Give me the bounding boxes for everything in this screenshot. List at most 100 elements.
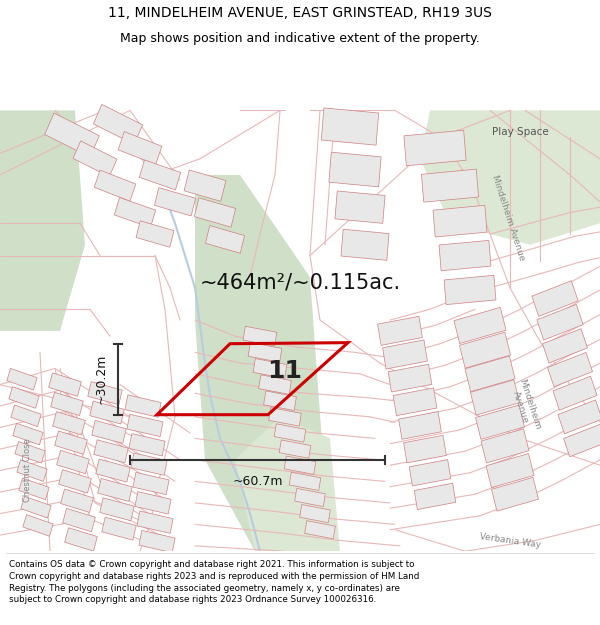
Polygon shape xyxy=(421,169,479,202)
Polygon shape xyxy=(23,514,53,536)
Text: ~464m²/~0.115ac.: ~464m²/~0.115ac. xyxy=(199,272,401,292)
Polygon shape xyxy=(115,198,155,228)
Polygon shape xyxy=(558,400,600,434)
Text: 11, MINDELHEIM AVENUE, EAST GRINSTEAD, RH19 3US: 11, MINDELHEIM AVENUE, EAST GRINSTEAD, R… xyxy=(108,6,492,20)
Polygon shape xyxy=(205,226,245,253)
Polygon shape xyxy=(154,188,196,216)
Polygon shape xyxy=(383,340,427,369)
Polygon shape xyxy=(73,141,117,177)
Polygon shape xyxy=(305,521,335,539)
Polygon shape xyxy=(137,511,173,533)
Polygon shape xyxy=(404,435,446,463)
Polygon shape xyxy=(433,206,487,237)
Polygon shape xyxy=(127,414,163,437)
Polygon shape xyxy=(131,453,167,476)
Polygon shape xyxy=(15,441,45,463)
Polygon shape xyxy=(491,478,538,511)
Polygon shape xyxy=(454,308,506,344)
Polygon shape xyxy=(439,241,491,271)
Polygon shape xyxy=(100,498,134,521)
Polygon shape xyxy=(299,504,331,522)
Polygon shape xyxy=(88,382,122,404)
Polygon shape xyxy=(53,412,85,435)
Text: Mindelheim Avenue: Mindelheim Avenue xyxy=(490,174,526,262)
Polygon shape xyxy=(136,221,174,248)
Text: Map shows position and indicative extent of the property.: Map shows position and indicative extent… xyxy=(120,32,480,45)
Polygon shape xyxy=(9,387,39,408)
Polygon shape xyxy=(94,440,128,462)
Polygon shape xyxy=(62,508,95,532)
Polygon shape xyxy=(11,405,41,426)
Polygon shape xyxy=(563,424,600,457)
Polygon shape xyxy=(481,429,529,463)
Polygon shape xyxy=(235,417,340,551)
Polygon shape xyxy=(118,132,162,164)
Polygon shape xyxy=(94,104,143,144)
Polygon shape xyxy=(55,431,88,454)
Polygon shape xyxy=(129,434,165,456)
Polygon shape xyxy=(7,368,37,390)
Polygon shape xyxy=(13,423,43,445)
Polygon shape xyxy=(486,454,534,488)
Polygon shape xyxy=(414,483,456,509)
Polygon shape xyxy=(50,392,83,416)
Polygon shape xyxy=(542,329,587,363)
Polygon shape xyxy=(537,304,583,340)
Polygon shape xyxy=(195,175,330,551)
Polygon shape xyxy=(139,531,175,552)
Polygon shape xyxy=(444,275,496,304)
Polygon shape xyxy=(263,391,296,411)
Polygon shape xyxy=(92,421,126,443)
Polygon shape xyxy=(420,111,600,245)
Polygon shape xyxy=(269,408,301,426)
Polygon shape xyxy=(102,518,136,540)
Polygon shape xyxy=(274,424,306,442)
Polygon shape xyxy=(44,113,100,158)
Text: ~60.7m: ~60.7m xyxy=(232,475,283,488)
Polygon shape xyxy=(19,478,49,499)
Polygon shape xyxy=(476,405,524,439)
Polygon shape xyxy=(388,364,432,392)
Text: 11: 11 xyxy=(268,359,302,382)
Polygon shape xyxy=(329,152,381,187)
Text: ~30.2m: ~30.2m xyxy=(95,354,108,404)
Polygon shape xyxy=(295,488,325,506)
Polygon shape xyxy=(243,326,277,346)
Polygon shape xyxy=(341,229,389,261)
Text: Play Space: Play Space xyxy=(491,127,548,137)
Polygon shape xyxy=(21,496,51,518)
Polygon shape xyxy=(253,359,287,378)
Polygon shape xyxy=(61,489,94,512)
Polygon shape xyxy=(335,191,385,223)
Polygon shape xyxy=(404,130,466,166)
Polygon shape xyxy=(321,108,379,145)
Polygon shape xyxy=(17,460,47,481)
Polygon shape xyxy=(135,492,171,514)
Polygon shape xyxy=(65,528,97,551)
Text: Contains OS data © Crown copyright and database right 2021. This information is : Contains OS data © Crown copyright and d… xyxy=(9,560,419,604)
Polygon shape xyxy=(377,316,422,346)
Polygon shape xyxy=(98,479,132,501)
Polygon shape xyxy=(49,373,82,396)
Polygon shape xyxy=(133,472,169,494)
Polygon shape xyxy=(90,401,124,424)
Polygon shape xyxy=(532,281,578,316)
Polygon shape xyxy=(139,160,181,190)
Text: Chestnut Close: Chestnut Close xyxy=(23,439,32,503)
Polygon shape xyxy=(59,469,91,493)
Text: Verbania Way: Verbania Way xyxy=(479,532,541,549)
Polygon shape xyxy=(194,198,236,227)
Polygon shape xyxy=(398,412,442,439)
Polygon shape xyxy=(284,456,316,474)
Polygon shape xyxy=(547,352,593,387)
Polygon shape xyxy=(470,380,520,415)
Text: Mindelheim
Avenue: Mindelheim Avenue xyxy=(508,378,542,434)
Polygon shape xyxy=(465,356,515,392)
Polygon shape xyxy=(0,111,85,331)
Polygon shape xyxy=(248,342,282,362)
Polygon shape xyxy=(184,170,226,201)
Polygon shape xyxy=(125,395,161,418)
Polygon shape xyxy=(393,388,437,416)
Polygon shape xyxy=(289,472,321,491)
Polygon shape xyxy=(409,459,451,486)
